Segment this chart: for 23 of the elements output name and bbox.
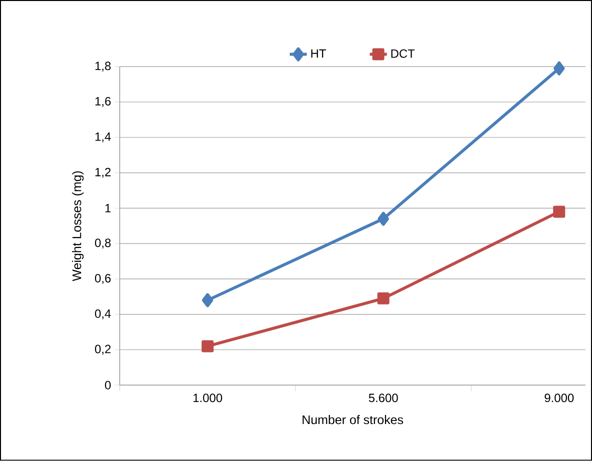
- y-tick-label: 0: [104, 381, 111, 390]
- y-tick-label: 0,4: [94, 310, 111, 320]
- y-axis-title: Weight Losses (mg): [72, 171, 84, 282]
- x-tick-label: 9.000: [544, 394, 574, 402]
- y-tick-label: 1,4: [95, 132, 111, 142]
- point: [554, 61, 565, 76]
- point: [378, 212, 389, 226]
- point: [553, 206, 566, 218]
- y-tick-label: 1,6: [95, 97, 111, 108]
- point: [377, 292, 390, 305]
- legend-label: DCT: [391, 49, 415, 58]
- y-tick-label: 0,8: [94, 238, 111, 249]
- y-tick-label: 1: [105, 204, 111, 212]
- x-axis-title: Number of strokes: [302, 415, 404, 424]
- x-tick-label: 5.600: [368, 394, 398, 402]
- x-tick-label: 1.000: [194, 394, 222, 402]
- point: [202, 340, 214, 352]
- y-tick-label: 1,8: [95, 62, 111, 72]
- legend-label: HT: [311, 50, 326, 58]
- point: [202, 293, 214, 308]
- y-tick-label: 0,2: [94, 344, 111, 355]
- y-tick-label: 1,2: [95, 168, 111, 178]
- y-tick-label: 0,6: [94, 274, 111, 284]
